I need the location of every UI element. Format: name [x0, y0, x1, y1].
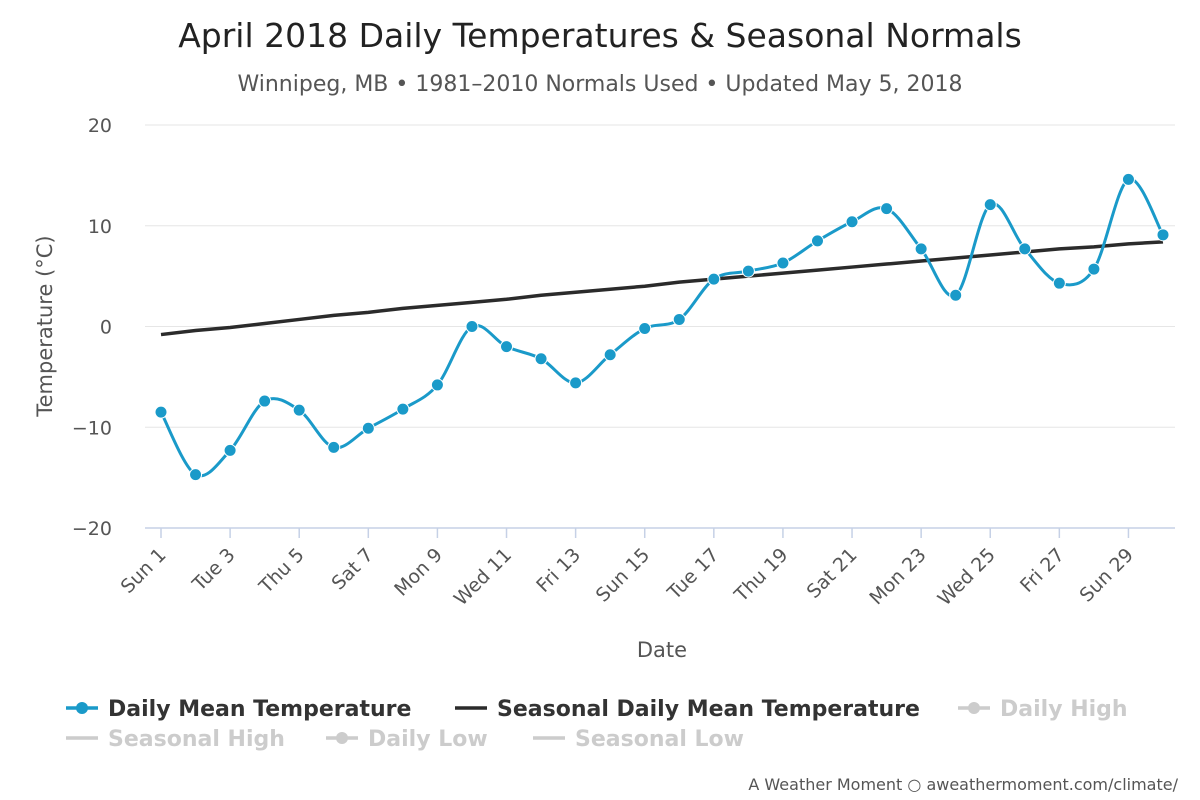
data-point[interactable]: Tue 3: -12.3	[223, 443, 237, 457]
data-point[interactable]: Sat 28: 5.7	[1087, 262, 1101, 276]
x-tick-label: Tue 17	[663, 544, 724, 605]
data-point[interactable]: Wed 4: -7.4	[258, 394, 272, 408]
legend-item-seasonal-low[interactable]: Seasonal Low	[533, 727, 744, 752]
legend-symbol-marker	[968, 702, 980, 714]
x-tick-label: Sat 7	[327, 544, 377, 594]
legend-label: Seasonal Low	[575, 727, 744, 752]
x-tick-label: Wed 25	[934, 544, 1000, 610]
data-point[interactable]: Wed 18: 5.5	[741, 264, 755, 278]
data-point[interactable]: Sun 15: -0.2	[638, 322, 652, 336]
y-axis: −20 −10 0 10 20	[72, 115, 112, 540]
y-tick-label: 0	[100, 317, 112, 339]
data-point[interactable]: Thu 19: 6.3	[776, 256, 790, 270]
legend-symbol-marker	[76, 702, 88, 714]
x-tick-label: Thu 5	[254, 544, 308, 598]
data-point[interactable]: Fri 6: -12	[327, 440, 341, 454]
chart-subtitle: Winnipeg, MB • 1981–2010 Normals Used • …	[237, 72, 962, 97]
legend-item-daily-high[interactable]: Daily High	[958, 697, 1128, 722]
legend-item-seasonal-daily-mean-temperature[interactable]: Seasonal Daily Mean Temperature	[455, 697, 920, 722]
chart-title: April 2018 Daily Temperatures & Seasonal…	[178, 16, 1022, 55]
data-point[interactable]: Fri 27: 4.3	[1052, 276, 1066, 290]
seasonal-daily-mean-temperature-line	[160, 240, 1164, 337]
data-point[interactable]: Fri 13: -5.6	[569, 376, 583, 390]
data-point[interactable]: Thu 5: -8.3	[292, 403, 306, 417]
x-tick-label: Tue 3	[188, 544, 240, 596]
legend-label: Daily Mean Temperature	[108, 697, 411, 722]
legend-symbol-marker	[336, 732, 348, 744]
data-point[interactable]: Thu 26: 7.7	[1018, 242, 1032, 256]
data-point[interactable]: Sun 22: 11.7	[880, 202, 894, 216]
grid-lines	[145, 124, 1175, 428]
x-tick-label: Thu 19	[730, 544, 793, 607]
data-point[interactable]: Tue 24: 3.1	[949, 288, 963, 302]
data-point[interactable]: Sat 7: -10.1	[361, 421, 375, 435]
data-point[interactable]: Mon 9: -5.8	[430, 378, 444, 392]
x-tick-label: Mon 9	[390, 544, 447, 601]
legend-label: Daily Low	[368, 727, 488, 752]
legend-label: Seasonal High	[108, 727, 285, 752]
y-tick-label: 20	[88, 115, 112, 137]
data-point[interactable]: Wed 25: 12.1	[983, 198, 997, 212]
chart-credit[interactable]: A Weather Moment ○ aweathermoment.com/cl…	[748, 775, 1178, 794]
legend: Daily Mean Temperature Seasonal Daily Mea…	[66, 697, 1128, 752]
data-point[interactable]: Sun 8: -8.2	[396, 402, 410, 416]
data-point[interactable]: Thu 12: -3.2	[534, 352, 548, 366]
data-point[interactable]: Fri 20: 8.5	[810, 234, 824, 248]
legend-label: Daily High	[1000, 697, 1128, 722]
data-point[interactable]: Tue 17: 4.7	[707, 272, 721, 286]
data-point[interactable]: Mon 23: 7.7	[914, 242, 928, 256]
x-axis: Sun 1 Tue 3 Thu 5 Sat 7 Mon 9 Wed 11 Fri 13 Sun…	[117, 527, 1175, 610]
legend-item-daily-mean-temperature[interactable]: Daily Mean Temperature	[66, 697, 411, 722]
data-point[interactable]: Wed 11: -2	[500, 340, 514, 354]
data-point[interactable]: Tue 10: 0	[465, 320, 479, 333]
x-tick-label: Sun 29	[1075, 544, 1137, 606]
x-tick-label: Fri 27	[1016, 544, 1069, 597]
data-point[interactable]: Sat 14: -2.8	[603, 348, 617, 362]
series-layer: Sun 1: -8.5 Mon 2: -14.7 Tue 3: -12.3 Wed 4…	[154, 172, 1170, 482]
data-point[interactable]: Mon 16: 0.7	[672, 312, 686, 326]
y-tick-label: −20	[72, 518, 112, 540]
y-axis-title: Temperature (°C)	[33, 235, 57, 417]
daily-mean-temperature-line	[159, 177, 1165, 478]
x-tick-label: Wed 11	[450, 544, 516, 610]
data-point[interactable]: Sun 29: 14.6	[1121, 172, 1135, 186]
legend-label: Seasonal Daily Mean Temperature	[497, 697, 920, 722]
x-tick-label: Fri 13	[532, 544, 585, 597]
y-tick-label: −10	[72, 417, 112, 439]
x-tick-label: Sun 15	[592, 544, 654, 606]
data-point[interactable]: Mon 30: 9.1	[1156, 228, 1170, 242]
x-tick-label: Mon 23	[865, 544, 930, 609]
x-axis-title: Date	[637, 638, 687, 662]
data-point[interactable]: Mon 2: -14.7	[189, 468, 203, 482]
legend-item-seasonal-high[interactable]: Seasonal High	[66, 727, 285, 752]
legend-item-daily-low[interactable]: Daily Low	[326, 727, 488, 752]
data-point[interactable]: Sat 21: 10.4	[845, 215, 859, 229]
x-tick-label: Sun 1	[117, 544, 171, 598]
y-tick-label: 10	[88, 216, 112, 238]
data-point[interactable]: Sun 1: -8.5	[154, 405, 168, 419]
x-tick-label: Sat 21	[803, 544, 862, 603]
